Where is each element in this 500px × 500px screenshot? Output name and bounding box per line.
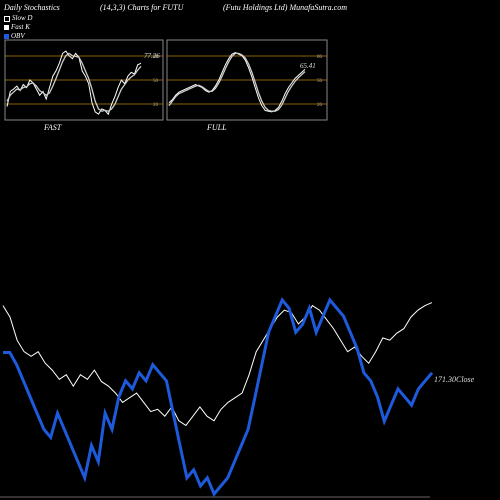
chart-header-right: (Futu Holdings Ltd) MunafaSutra.com [223, 3, 347, 12]
chart-header-left: Daily Stochastics [4, 3, 60, 12]
full-level-label: 80 [317, 55, 323, 60]
obv-line [3, 297, 434, 497]
fast-level-label: 80 [153, 55, 159, 60]
legend-item-fast-k: Fast K [4, 23, 32, 32]
legend-swatch-slow-d [4, 15, 10, 22]
price-line [2, 302, 433, 427]
chart-header-mid: (14,3,3) Charts for FUTU [100, 3, 184, 12]
full-series-line-1 [168, 52, 306, 113]
full-series-line-2 [168, 52, 306, 112]
legend-label-obv: OBV [11, 32, 25, 40]
full-level-label: 50 [317, 79, 323, 84]
legend-label-fast-k: Fast K [11, 23, 30, 31]
legend: Slow D Fast K OBV [4, 14, 32, 41]
legend-item-obv: OBV [4, 32, 32, 41]
legend-swatch-fast-k [4, 25, 9, 30]
fast-level-label: 50 [153, 79, 159, 84]
fast-level-label: 20 [153, 103, 159, 108]
fast-panel-title: FAST [43, 123, 62, 132]
fast-series-line-2 [6, 52, 142, 112]
full-value-label: 65.41 [300, 62, 316, 70]
close-value-label: 171.30Close [434, 375, 475, 384]
full-level-label: 20 [317, 103, 323, 108]
legend-item-slow-d: Slow D [4, 14, 32, 23]
full-panel-title: FULL [206, 123, 227, 132]
fast-value-label: 77.26 [144, 52, 160, 60]
fast-series-line-1 [6, 50, 142, 116]
legend-swatch-obv [4, 34, 9, 39]
legend-label-slow-d: Slow D [12, 14, 33, 22]
